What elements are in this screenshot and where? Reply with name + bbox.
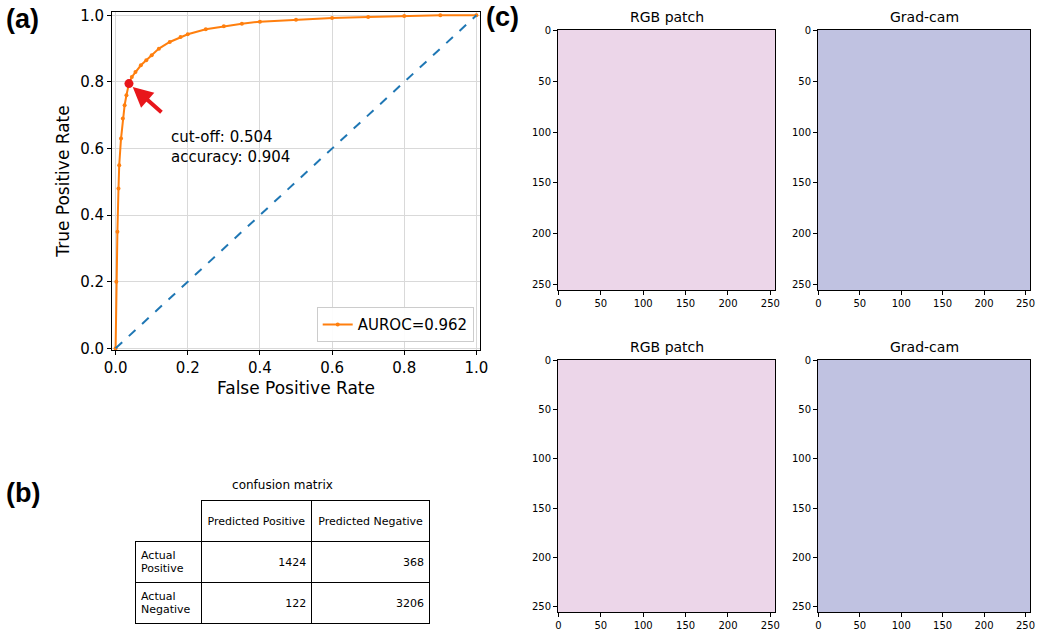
svg-text:0.4: 0.4 <box>248 359 272 377</box>
svg-text:0: 0 <box>555 620 561 631</box>
svg-text:250: 250 <box>532 601 551 612</box>
svg-text:0.0: 0.0 <box>104 359 128 377</box>
svg-text:150: 150 <box>792 503 811 514</box>
svg-text:Grad-cam: Grad-cam <box>890 339 959 355</box>
svg-text:250: 250 <box>792 279 811 290</box>
svg-text:50: 50 <box>538 76 551 87</box>
svg-text:150: 150 <box>792 177 811 188</box>
svg-text:0: 0 <box>555 298 561 309</box>
svg-text:AUROC=0.962: AUROC=0.962 <box>358 316 467 334</box>
svg-text:0: 0 <box>545 355 551 366</box>
svg-text:50: 50 <box>853 298 866 309</box>
svg-text:50: 50 <box>853 620 866 631</box>
svg-text:0.6: 0.6 <box>320 359 344 377</box>
html-text:(a): (a) <box>6 4 39 34</box>
html-text:122: 122 <box>285 596 307 610</box>
html-text:Predicted Positive: Predicted Positive <box>207 514 306 528</box>
html-text:confusion matrix: confusion matrix <box>232 478 333 492</box>
html-text:Actual Negative: Actual Negative <box>141 590 191 616</box>
html-text:(c): (c) <box>486 2 519 32</box>
svg-text:100: 100 <box>792 127 811 138</box>
svg-text:100: 100 <box>792 453 811 464</box>
html-text:Actual Positive: Actual Positive <box>141 549 184 575</box>
svg-text:0: 0 <box>815 620 821 631</box>
svg-text:0.6: 0.6 <box>80 140 104 158</box>
svg-text:0.8: 0.8 <box>80 73 104 91</box>
svg-text:250: 250 <box>1016 298 1035 309</box>
svg-text:100: 100 <box>634 620 653 631</box>
svg-text:50: 50 <box>538 404 551 415</box>
svg-text:RGB patch: RGB patch <box>630 339 704 355</box>
svg-text:0.2: 0.2 <box>80 273 104 291</box>
svg-text:250: 250 <box>792 601 811 612</box>
svg-text:200: 200 <box>718 298 737 309</box>
svg-text:250: 250 <box>532 279 551 290</box>
svg-text:1.0: 1.0 <box>80 7 104 25</box>
svg-text:100: 100 <box>532 127 551 138</box>
svg-text:50: 50 <box>798 404 811 415</box>
svg-text:150: 150 <box>532 503 551 514</box>
svg-text:True Positive Rate: True Positive Rate <box>53 105 73 257</box>
svg-text:150: 150 <box>532 177 551 188</box>
svg-text:250: 250 <box>761 620 780 631</box>
svg-text:50: 50 <box>798 76 811 87</box>
html-text:(b): (b) <box>6 478 41 508</box>
svg-text:250: 250 <box>1016 620 1035 631</box>
svg-text:100: 100 <box>892 620 911 631</box>
svg-text:100: 100 <box>532 453 551 464</box>
svg-text:150: 150 <box>933 620 952 631</box>
svg-text:0: 0 <box>545 25 551 36</box>
svg-text:0: 0 <box>815 298 821 309</box>
html-text:Predicted Negative: Predicted Negative <box>318 514 423 528</box>
html-text:1424: 1424 <box>278 555 307 569</box>
svg-text:RGB patch: RGB patch <box>630 9 704 25</box>
svg-text:50: 50 <box>594 620 607 631</box>
svg-text:False Positive Rate: False Positive Rate <box>217 378 375 398</box>
svg-text:0: 0 <box>805 25 811 36</box>
svg-text:0.8: 0.8 <box>392 359 416 377</box>
html-text:3206: 3206 <box>396 596 424 610</box>
svg-text:cut-off: 0.504accuracy: 0.904: cut-off: 0.504accuracy: 0.904 <box>171 128 290 166</box>
svg-text:200: 200 <box>718 620 737 631</box>
svg-text:50: 50 <box>594 298 607 309</box>
svg-text:0.2: 0.2 <box>176 359 200 377</box>
svg-text:0: 0 <box>805 355 811 366</box>
svg-text:100: 100 <box>634 298 653 309</box>
svg-text:100: 100 <box>892 298 911 309</box>
html-text:368: 368 <box>403 555 424 569</box>
svg-text:200: 200 <box>792 228 811 239</box>
svg-text:0.4: 0.4 <box>80 206 104 224</box>
svg-text:200: 200 <box>974 298 993 309</box>
svg-text:150: 150 <box>933 298 952 309</box>
svg-text:250: 250 <box>761 298 780 309</box>
svg-text:1.0: 1.0 <box>464 359 488 377</box>
svg-text:0.0: 0.0 <box>80 340 104 358</box>
svg-text:200: 200 <box>532 228 551 239</box>
svg-text:200: 200 <box>792 552 811 563</box>
svg-text:150: 150 <box>676 298 695 309</box>
svg-text:150: 150 <box>676 620 695 631</box>
svg-text:200: 200 <box>974 620 993 631</box>
svg-text:200: 200 <box>532 552 551 563</box>
svg-text:Grad-cam: Grad-cam <box>890 9 959 25</box>
